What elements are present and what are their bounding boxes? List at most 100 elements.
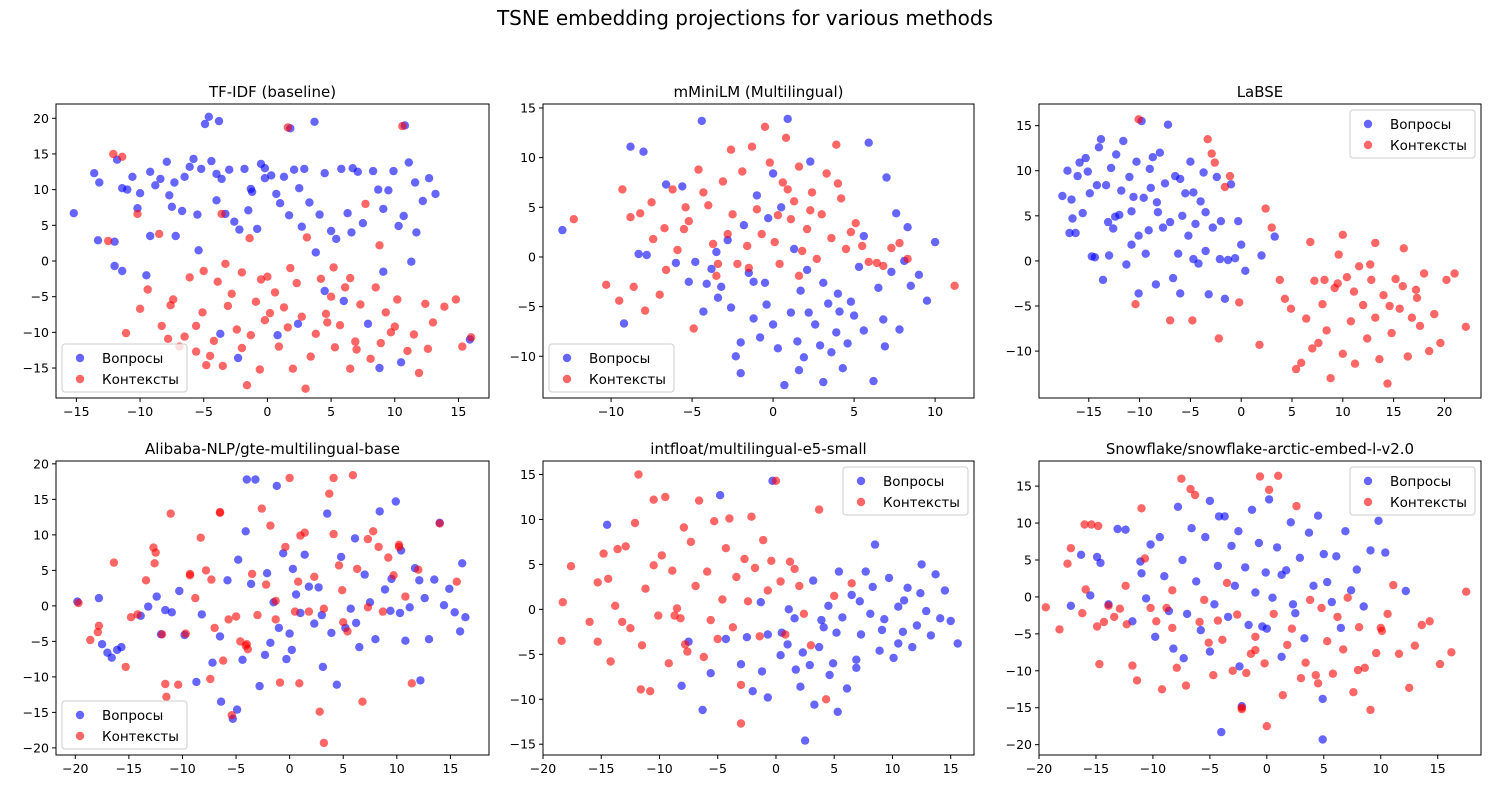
context-point xyxy=(1333,612,1342,622)
x-tick-label: −10 xyxy=(1126,404,1152,419)
legend: Вопросы Контексты xyxy=(61,343,188,393)
context-point xyxy=(718,177,728,186)
question-point xyxy=(776,651,785,660)
context-point xyxy=(1450,269,1459,278)
question-point xyxy=(768,320,778,329)
legend-frame xyxy=(548,343,675,393)
x-tick-label: 15 xyxy=(442,761,458,776)
context-point xyxy=(1168,586,1177,595)
question-point xyxy=(859,326,868,335)
axes-frame xyxy=(1038,103,1482,399)
question-point xyxy=(240,164,249,174)
subplot-title: LaBSE xyxy=(1237,83,1284,101)
context-point xyxy=(378,607,388,616)
context-point xyxy=(1314,338,1323,348)
context-point xyxy=(1407,313,1417,322)
context-point xyxy=(661,265,671,275)
question-point xyxy=(260,164,270,173)
legend-label-questions: Вопросы xyxy=(883,474,944,490)
context-point xyxy=(626,213,635,222)
question-point xyxy=(1215,254,1225,264)
context-point xyxy=(879,261,888,271)
y-tick-label: −10 xyxy=(23,325,49,340)
context-point xyxy=(841,244,851,254)
question-point xyxy=(375,363,384,373)
question-point xyxy=(295,184,304,193)
legend-marker-questions xyxy=(1363,476,1373,486)
question-point xyxy=(212,196,221,205)
context-point xyxy=(728,210,737,219)
context-point xyxy=(1207,149,1216,158)
context-point xyxy=(1353,665,1363,675)
context-point xyxy=(109,558,119,567)
question-point xyxy=(123,185,132,194)
context-point xyxy=(191,593,200,603)
axes-frame xyxy=(542,460,975,756)
question-point xyxy=(736,338,745,347)
question-point xyxy=(343,209,352,218)
context-point xyxy=(1063,559,1072,568)
question-point xyxy=(1196,626,1206,635)
question-point xyxy=(791,665,800,674)
context-point xyxy=(1305,595,1315,605)
question-point xyxy=(405,603,414,612)
question-point xyxy=(371,635,380,644)
question-point xyxy=(1217,727,1226,737)
question-point xyxy=(1178,211,1187,220)
context-point xyxy=(1132,676,1142,685)
question-point xyxy=(875,646,884,655)
question-point xyxy=(1111,212,1120,221)
question-point xyxy=(894,602,903,611)
context-point xyxy=(1385,301,1394,311)
question-point xyxy=(1134,231,1143,240)
question-point xyxy=(1319,549,1329,559)
context-point xyxy=(157,630,167,639)
y-tick-label: 0 xyxy=(41,598,49,613)
context-point xyxy=(1092,622,1102,631)
context-point xyxy=(1128,661,1137,670)
context-point xyxy=(310,572,319,581)
question-point xyxy=(424,635,434,644)
question-point xyxy=(684,277,693,286)
figure-title: TSNE embedding projections for various m… xyxy=(496,6,993,30)
question-point xyxy=(768,169,778,178)
question-point xyxy=(1262,624,1272,633)
question-point xyxy=(404,158,413,167)
legend-frame xyxy=(61,700,188,750)
question-point xyxy=(230,217,239,226)
question-point xyxy=(1182,609,1192,619)
question-point xyxy=(1086,591,1095,600)
question-point xyxy=(1318,735,1327,744)
context-point xyxy=(329,473,338,483)
question-point xyxy=(626,142,635,151)
context-point xyxy=(285,473,294,483)
subplot-gte-multilingual-base: Alibaba-NLP/gte-multilingual-base −20 −15 −… xyxy=(23,440,490,776)
question-point xyxy=(1178,555,1187,565)
context-point xyxy=(191,347,201,356)
context-point xyxy=(558,598,567,607)
question-point xyxy=(828,659,838,668)
x-tick-label: 15 xyxy=(1386,404,1402,419)
context-point xyxy=(414,368,424,378)
question-point xyxy=(118,266,127,276)
context-point xyxy=(371,283,380,292)
context-point xyxy=(1264,485,1274,494)
context-point xyxy=(1311,671,1321,680)
context-point xyxy=(346,273,355,283)
question-point xyxy=(739,221,749,230)
question-point xyxy=(1352,565,1362,574)
question-point xyxy=(273,331,282,340)
context-point xyxy=(1188,316,1197,325)
context-point xyxy=(1233,610,1242,619)
question-point xyxy=(634,249,643,259)
question-point xyxy=(386,606,395,615)
question-point xyxy=(418,196,427,206)
question-point xyxy=(706,669,715,678)
context-point xyxy=(217,209,226,219)
context-point xyxy=(872,258,881,268)
legend-label-contexts: Контексты xyxy=(1390,495,1467,511)
context-point xyxy=(649,561,658,570)
question-point xyxy=(639,147,648,156)
question-point xyxy=(450,608,459,617)
question-point xyxy=(1213,561,1223,571)
